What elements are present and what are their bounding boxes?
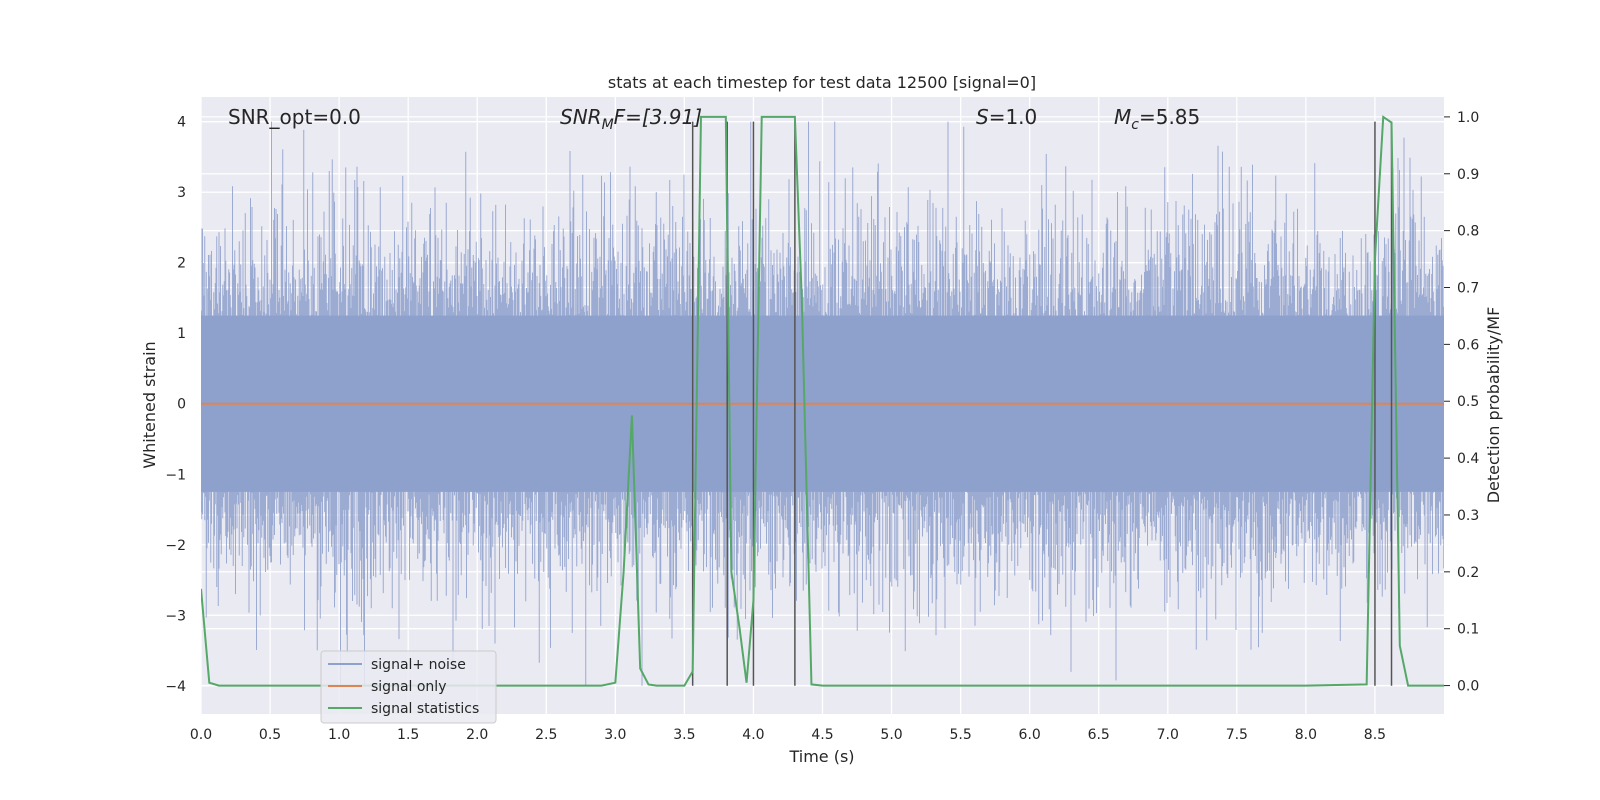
- legend-box: [320, 650, 497, 724]
- y-right-tick-7: 0.7: [1457, 281, 1479, 297]
- y-left-tick-0: −4: [165, 679, 186, 695]
- y-right-tick-0: 0.0: [1457, 679, 1479, 695]
- y-left-tick-5: 1: [177, 326, 186, 342]
- annotation-snr-opt: SNR_opt=0.0: [228, 105, 361, 129]
- y-left-tick-1: −3: [165, 608, 186, 624]
- y-right-tick-2: 0.2: [1457, 565, 1479, 581]
- y-right-axis-ticks: 0.0 0.1 0.2 0.3 0.4 0.5 0.6 0.7 0.8 0.9 1.0: [1444, 110, 1479, 695]
- legend-label-signal-statistics: signal statistics: [371, 701, 479, 717]
- x-tick-8: 4.0: [742, 727, 764, 743]
- y-right-tick-10: 1.0: [1457, 110, 1479, 126]
- y-left-tick-7: 3: [177, 185, 186, 201]
- x-tick-13: 6.5: [1088, 727, 1110, 743]
- signal-statistics-line: [201, 115, 1444, 687]
- x-tick-9: 4.5: [811, 727, 833, 743]
- legend-label-signal-only: signal only: [371, 679, 446, 695]
- y-right-tick-4: 0.4: [1457, 451, 1479, 467]
- y-right-tick-3: 0.3: [1457, 508, 1479, 524]
- x-tick-3: 1.5: [397, 727, 419, 743]
- y-left-tick-8: 4: [177, 115, 186, 131]
- x-tick-7: 3.5: [673, 727, 695, 743]
- annotation-snr-mf: SNRMF=[3.91]: [560, 105, 702, 133]
- y-left-tick-4: 0: [177, 397, 186, 413]
- legend-label-signal-noise: signal+ noise: [371, 657, 466, 673]
- x-tick-12: 6.0: [1019, 727, 1041, 743]
- y-right-tick-8: 0.8: [1457, 224, 1479, 240]
- y-right-tick-1: 0.1: [1457, 622, 1479, 638]
- x-tick-5: 2.5: [535, 727, 557, 743]
- x-tick-2: 1.0: [328, 727, 350, 743]
- x-tick-6: 3.0: [604, 727, 626, 743]
- x-tick-17: 8.5: [1364, 727, 1386, 743]
- x-tick-4: 2.0: [466, 727, 488, 743]
- y-right-tick-5: 0.5: [1457, 394, 1479, 410]
- y-left-tick-2: −2: [165, 538, 186, 554]
- x-axis-ticks: 0.0 0.5 1.0 1.5 2.0 2.5 3.0 3.5 4.0 4.5 5.0 5.5 6.0 6…: [190, 727, 1386, 743]
- annotation-mc: Mc=5.85: [1114, 105, 1200, 133]
- x-tick-11: 5.5: [949, 727, 971, 743]
- y-left-tick-3: −1: [165, 467, 186, 483]
- x-tick-0: 0.0: [190, 727, 212, 743]
- x-axis-label: Time (s): [788, 747, 854, 766]
- y-right-axis-label: Detection probability/MF: [1484, 307, 1503, 504]
- annotation-s: S=1.0: [976, 105, 1037, 129]
- x-tick-1: 0.5: [259, 727, 281, 743]
- legend: signal+ noise signal only signal statist…: [320, 650, 497, 724]
- x-tick-16: 8.0: [1295, 727, 1317, 743]
- chart-title: stats at each timestep for test data 125…: [608, 73, 1036, 92]
- x-tick-10: 5.0: [880, 727, 902, 743]
- x-tick-14: 7.0: [1157, 727, 1179, 743]
- y-left-axis-label: Whitened strain: [140, 341, 159, 468]
- y-right-tick-6: 0.6: [1457, 337, 1479, 353]
- y-left-axis-ticks: −4 −3 −2 −1 0 1 2 3 4: [165, 115, 186, 695]
- x-tick-15: 7.5: [1226, 727, 1248, 743]
- y-right-tick-9: 0.9: [1457, 167, 1479, 183]
- y-left-tick-6: 2: [177, 256, 186, 272]
- annotation-snr-mf-f: F=[3.91]: [614, 105, 702, 129]
